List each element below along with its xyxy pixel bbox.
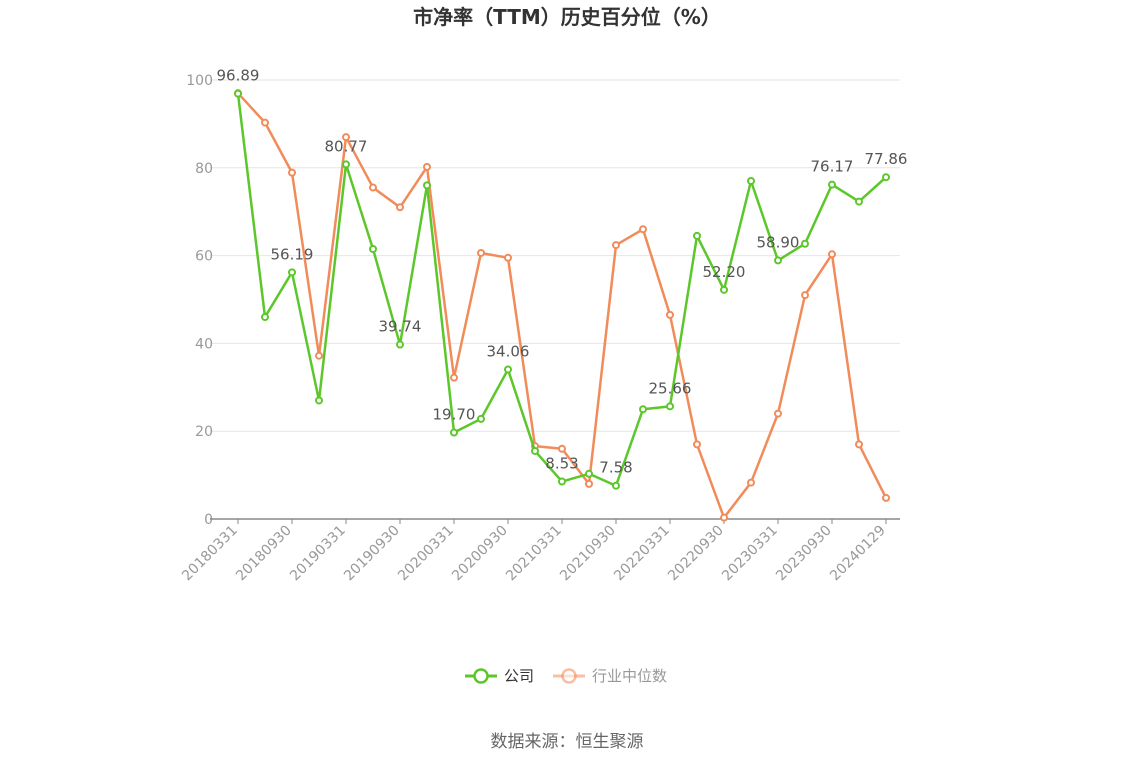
industry-median-point <box>666 310 674 319</box>
company-point <box>477 414 485 423</box>
chart-title: 市净率（TTM）历史百分位（%） <box>413 5 721 29</box>
company-point <box>315 396 323 405</box>
company-point <box>288 268 296 277</box>
x-tick-label: 20210930 <box>557 523 619 585</box>
legend-item: 公司 <box>465 667 534 685</box>
data-label: 34.06 <box>487 342 530 360</box>
x-tick-label: 20240129 <box>827 523 889 585</box>
company-point <box>585 469 593 478</box>
industry-median-point <box>342 133 350 142</box>
y-tick-label: 80 <box>195 161 213 177</box>
company-point <box>801 239 809 248</box>
industry-median-point <box>720 513 728 522</box>
industry-median-point <box>504 253 512 262</box>
x-tick-label: 20200930 <box>449 523 511 585</box>
industry-median-point <box>612 241 620 250</box>
company-point <box>720 285 728 294</box>
industry-median-point <box>693 440 701 449</box>
company-point <box>747 176 755 185</box>
x-tick-label: 20200331 <box>395 523 457 585</box>
industry-median-point <box>585 479 593 488</box>
company-point <box>612 481 620 490</box>
data-label: 76.17 <box>811 158 854 176</box>
data-label: 8.53 <box>545 455 578 473</box>
data-label: 58.90 <box>757 233 800 251</box>
data-label: 80.77 <box>325 137 368 155</box>
data-label: 25.66 <box>649 379 692 397</box>
x-tick-label: 20220930 <box>665 523 727 585</box>
x-tick-label: 20230930 <box>773 523 835 585</box>
x-tick-label: 20190331 <box>287 523 349 585</box>
industry-median-point <box>747 478 755 487</box>
industry-median-point <box>288 168 296 177</box>
data-label: 96.89 <box>217 67 260 85</box>
company-point <box>558 477 566 486</box>
company-point <box>666 402 674 411</box>
data-label: 7.58 <box>599 459 632 477</box>
legend-label: 公司 <box>504 667 534 685</box>
x-tick-label: 20210331 <box>503 523 565 585</box>
company-point <box>342 160 350 169</box>
company-point <box>774 256 782 265</box>
industry-median-point <box>882 493 890 502</box>
data-label: 52.20 <box>703 263 746 281</box>
company-point <box>828 180 836 189</box>
y-tick-label: 20 <box>195 424 213 440</box>
company-point <box>504 365 512 374</box>
company-point <box>369 245 377 254</box>
data-label: 39.74 <box>379 318 422 336</box>
legend: 公司 行业中位数 <box>465 667 667 685</box>
data-source: 数据来源：恒生聚源 <box>491 732 644 752</box>
industry-median-point <box>423 162 431 171</box>
industry-median-point <box>369 183 377 192</box>
industry-median-point <box>801 291 809 300</box>
data-labels: 96.89 56.19 80.77 39.74 19.70 34.06 8.53 7.58 25… <box>217 67 908 477</box>
company-point <box>396 340 404 349</box>
industry-median-point <box>855 440 863 449</box>
x-tick-label: 20230331 <box>719 523 781 585</box>
company-point <box>234 89 242 98</box>
industry-median-point <box>477 248 485 257</box>
industry-median-point <box>639 225 647 234</box>
company-point <box>693 231 701 240</box>
y-tick-label: 0 <box>204 512 213 528</box>
legend-swatch-marker <box>473 668 489 684</box>
data-label: 56.19 <box>271 245 314 263</box>
industry-median-point <box>315 351 323 360</box>
y-tick-label: 100 <box>186 73 213 89</box>
x-tick-label: 20180331 <box>179 523 241 585</box>
series-layer <box>234 89 890 522</box>
industry-median-point <box>261 118 269 127</box>
company-point <box>423 181 431 190</box>
industry-median-point <box>450 373 458 382</box>
company-point <box>261 313 269 322</box>
industry-median-point <box>774 409 782 418</box>
industry-median-point <box>396 203 404 212</box>
industry-median-point <box>828 250 836 259</box>
legend-label: 行业中位数 <box>592 667 667 685</box>
y-tick-label: 40 <box>195 336 213 352</box>
industry-median-point <box>558 444 566 453</box>
legend-item: 行业中位数 <box>553 667 667 685</box>
company-point <box>639 405 647 414</box>
company-point <box>450 428 458 437</box>
x-tick-label: 20220331 <box>611 523 673 585</box>
data-label: 19.70 <box>433 406 476 424</box>
data-label: 77.86 <box>865 150 908 168</box>
axes: 0 20 40 60 80 100 2018033120180930201903312019… <box>179 73 900 584</box>
x-tick-label: 20180930 <box>233 523 295 585</box>
company-point <box>531 446 539 455</box>
x-tick-label: 20190930 <box>341 523 403 585</box>
y-tick-label: 60 <box>195 249 213 265</box>
legend-swatch-marker <box>561 668 577 684</box>
company-point <box>855 197 863 206</box>
company-point <box>882 173 890 182</box>
